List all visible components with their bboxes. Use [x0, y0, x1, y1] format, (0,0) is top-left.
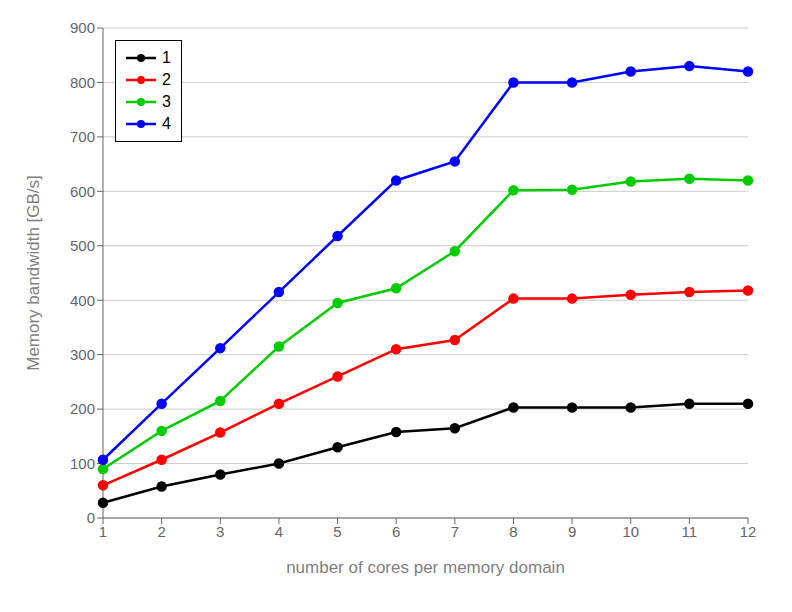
svg-text:1: 1 — [99, 523, 107, 540]
svg-text:0: 0 — [87, 509, 95, 526]
svg-text:6: 6 — [392, 523, 400, 540]
svg-text:200: 200 — [70, 400, 95, 417]
svg-text:9: 9 — [568, 523, 576, 540]
html-text:4: 4 — [162, 115, 171, 132]
svg-text:8: 8 — [509, 523, 517, 540]
svg-text:700: 700 — [70, 128, 95, 145]
svg-text:300: 300 — [70, 346, 95, 363]
svg-text:5: 5 — [333, 523, 341, 540]
svg-text:Memory bandwidth [GB/s]: Memory bandwidth [GB/s] — [24, 175, 43, 371]
html-text:3: 3 — [162, 93, 171, 110]
svg-text:number of cores per memory dom: number of cores per memory domain — [286, 558, 565, 577]
svg-text:12: 12 — [740, 523, 757, 540]
html-text:1: 1 — [162, 49, 171, 66]
svg-text:4: 4 — [275, 523, 283, 540]
svg-text:2: 2 — [157, 523, 165, 540]
svg-text:100: 100 — [70, 455, 95, 472]
svg-text:11: 11 — [682, 523, 698, 540]
svg-text:7: 7 — [451, 523, 459, 540]
svg-text:500: 500 — [70, 237, 95, 254]
svg-text:400: 400 — [70, 292, 95, 309]
svg-text:3: 3 — [216, 523, 224, 540]
svg-text:10: 10 — [622, 523, 639, 540]
svg-text:600: 600 — [70, 183, 95, 200]
svg-text:900: 900 — [70, 19, 95, 36]
html-text:2: 2 — [162, 71, 171, 88]
svg-text:800: 800 — [70, 74, 95, 91]
